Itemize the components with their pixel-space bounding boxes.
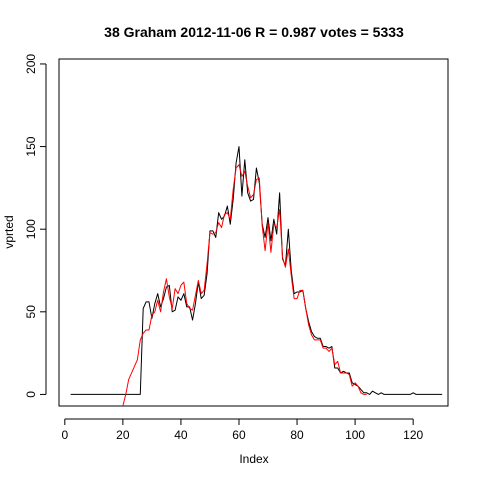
y-axis-label: vprted	[2, 215, 16, 248]
x-tick-label: 0	[61, 428, 68, 442]
x-axis: 0 20 40 60 80 100 120	[61, 418, 423, 442]
x-axis-label: Index	[239, 452, 268, 466]
y-tick-label: 100	[24, 219, 38, 239]
plot-frame	[58, 58, 449, 407]
chart-title: 38 Graham 2012-11-06 R = 0.987 votes = 5…	[104, 24, 404, 40]
y-tick-label: 0	[24, 391, 38, 398]
y-tick-label: 150	[24, 136, 38, 156]
y-tick-label: 50	[24, 305, 38, 319]
y-axis: 0 50 100 150 200	[24, 54, 47, 398]
x-tick-label: 20	[116, 428, 130, 442]
series-line-2	[122, 164, 367, 406]
x-tick-label: 80	[290, 428, 304, 442]
y-tick-label: 200	[24, 54, 38, 74]
series-layer	[70, 146, 443, 406]
x-tick-label: 120	[403, 428, 423, 442]
x-tick-label: 60	[232, 428, 246, 442]
series-line-1	[70, 146, 443, 395]
x-tick-label: 40	[174, 428, 188, 442]
x-tick-label: 100	[345, 428, 365, 442]
